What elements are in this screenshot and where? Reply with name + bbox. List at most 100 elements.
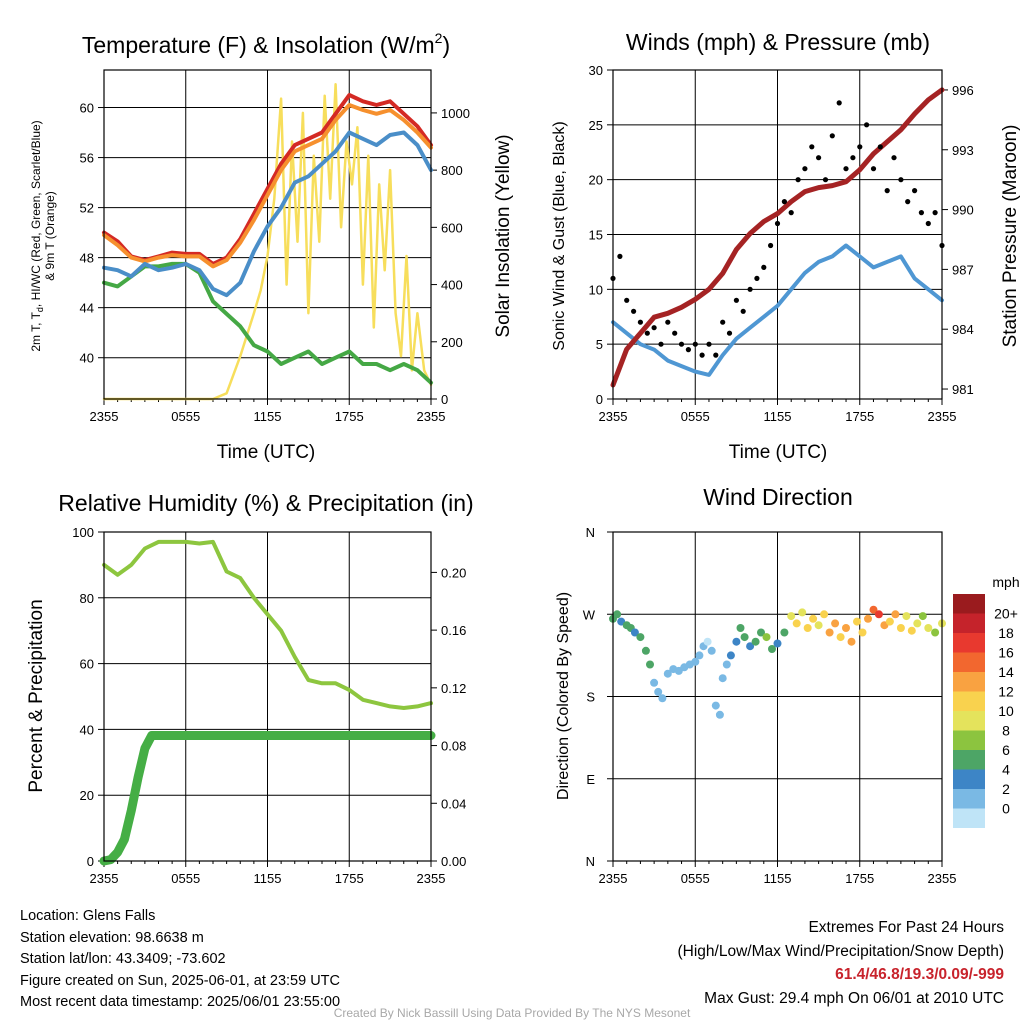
direction-point [814, 621, 823, 630]
direction-ylabel-left: Direction (Colored By Speed) [555, 592, 572, 800]
colorbar-swatch [953, 789, 985, 809]
gust-point [843, 166, 849, 172]
gust-point [774, 220, 781, 227]
temperature-ytick-label: 56 [80, 151, 94, 166]
humidity-ytick2-label: 0.04 [441, 796, 466, 811]
direction-title: Wind Direction [703, 484, 853, 510]
colorbar-label: 8 [1002, 723, 1010, 739]
direction-point [722, 660, 731, 669]
humidity-ytick-label: 80 [80, 591, 94, 606]
temperature-ytick2-label: 1000 [441, 106, 470, 121]
winds-xtick-label: 1155 [764, 409, 792, 424]
direction-point [858, 628, 867, 637]
temperature-ytick2-label: 600 [441, 220, 463, 235]
gust-point [829, 133, 835, 139]
direction-ytick-label: S [586, 690, 595, 705]
direction-point [913, 619, 922, 628]
direction-point [842, 624, 850, 632]
direction-point [773, 639, 782, 648]
gust-point [912, 188, 918, 194]
direction-point [757, 628, 765, 637]
gust-point [788, 210, 794, 216]
colorbar-label: 14 [998, 664, 1014, 680]
humidity-xtick-label: 1755 [335, 871, 364, 886]
extremes-legend: (High/Low/Max Wind/Precipitation/Snow De… [677, 942, 1005, 960]
temperature-ylabel-right: Solar Insolation (Yellow) [493, 134, 514, 337]
direction-point [918, 612, 927, 621]
direction-point [896, 624, 905, 632]
direction-point [740, 633, 749, 642]
humidity-ytick2-label: 0.16 [441, 623, 466, 638]
plot-frame [612, 531, 943, 862]
gust-point [761, 264, 767, 270]
gust-point [781, 199, 788, 205]
humidity-ytick-label: 100 [72, 525, 94, 540]
direction-xtick-label: 1755 [845, 871, 874, 886]
wind-speed-colorbar: mph 20+ 18 16 14 12 10 8 6 4 2 0 [953, 574, 1020, 828]
gust-point [795, 177, 801, 183]
humidity-grid [98, 531, 437, 867]
station-latlon: Station lat/lon: 43.3409; -73.602 [20, 951, 226, 967]
gust-point [733, 297, 740, 303]
gust-point [898, 177, 904, 183]
gust-point [637, 319, 644, 325]
direction-point [762, 633, 771, 642]
direction-point [847, 637, 856, 646]
direction-xtick-label: 2355 [599, 871, 628, 886]
station-elevation: Station elevation: 98.6638 m [20, 929, 204, 946]
colorbar-swatch [953, 769, 985, 789]
direction-point [924, 624, 933, 632]
extremes-values: 61.4/46.8/19.3/0.09/-999 [835, 966, 1004, 983]
gust-point [726, 330, 733, 336]
gust-point [836, 100, 842, 106]
winds-ytick2-label: 987 [952, 262, 974, 277]
temperature-xlabel: Time (UTC) [217, 442, 316, 463]
direction-point [630, 628, 639, 637]
direction-point [768, 645, 776, 653]
gust-point [651, 325, 657, 331]
winds-ytick-label: 10 [589, 282, 603, 297]
direction-panel: 2355 0555 1155 1755 2355 N E S W N [583, 525, 957, 886]
colorbar-swatch [953, 652, 985, 672]
colorbar-label: 12 [998, 684, 1014, 700]
temperature-ytick2-label: 800 [441, 163, 463, 178]
temperature-ytick2-label: 400 [441, 278, 463, 293]
humidity-ytick2-label: 0.12 [441, 681, 466, 696]
gust-point [822, 177, 829, 183]
gust-point [644, 330, 650, 336]
humidity-ytick-label: 60 [80, 657, 94, 672]
colorbar-swatch [953, 691, 985, 711]
temperature-xtick-label: 1755 [335, 409, 364, 424]
colorbar-label: 10 [998, 703, 1014, 719]
winds-ylabel-left: Sonic Wind & Gust (Blue, Black) [551, 121, 568, 350]
winds-ytick2-label: 990 [952, 203, 974, 218]
colorbar-label: 20+ [994, 606, 1018, 622]
gust-point [706, 341, 712, 347]
colorbar-label: 18 [998, 625, 1014, 641]
max-gust: Max Gust: 29.4 mph On 06/01 at 2010 UTC [704, 989, 1004, 1007]
humidity-ytick-label: 40 [80, 722, 94, 737]
temperature-series-temp_9m [102, 103, 433, 269]
humidity-title: Relative Humidity (%) & Precipitation (i… [58, 490, 473, 516]
colorbar-swatch [953, 633, 985, 653]
direction-point [636, 633, 645, 642]
direction-xtick-label: 2355 [928, 871, 957, 886]
direction-point [853, 617, 861, 626]
gust-point [768, 242, 774, 249]
winds-ytick2-label: 981 [952, 382, 974, 397]
direction-grid [607, 531, 943, 867]
gust-point [665, 319, 671, 325]
direction-point [703, 637, 712, 646]
colorbar-label: 16 [998, 645, 1014, 661]
winds-ytick-label: 5 [596, 337, 603, 352]
direction-point [787, 612, 796, 621]
colorbar-label: 2 [1002, 781, 1010, 797]
direction-xtick-label: 0555 [681, 871, 710, 886]
gust-point [925, 220, 931, 227]
direction-point [695, 651, 704, 660]
direction-point [663, 669, 672, 678]
winds-grid [607, 69, 948, 405]
winds-ytick-label: 15 [589, 228, 603, 243]
gust-point [932, 210, 938, 216]
direction-point [707, 646, 716, 655]
